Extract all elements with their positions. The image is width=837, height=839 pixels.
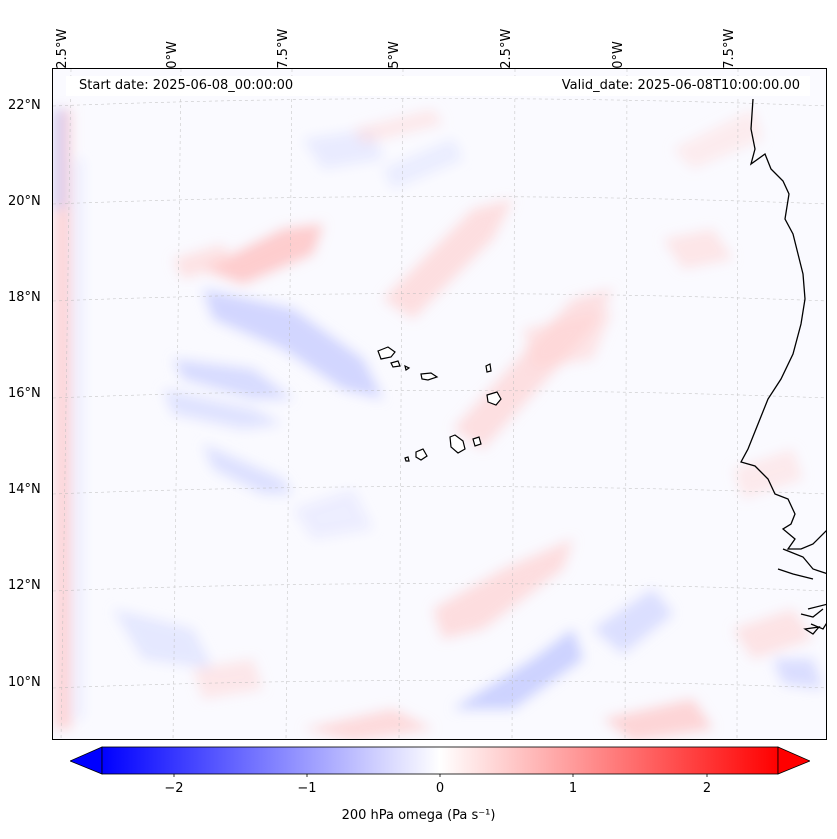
colorbar-tick-neg1: −1 — [297, 781, 317, 796]
colorbar-extend-low — [70, 746, 103, 775]
valid-date-label: Valid_date: 2025-06-08T10:00:00.00 — [561, 78, 800, 93]
map-gridlines — [53, 69, 826, 739]
colorbar-extend-high — [777, 746, 810, 775]
cape-verde-islands — [377, 346, 502, 462]
lat-label-10n: 10°N — [8, 675, 41, 690]
lat-label-20n: 20°N — [8, 194, 41, 209]
colorbar-tick-2: 2 — [702, 781, 712, 796]
lat-label-22n: 22°N — [8, 98, 41, 113]
colorbar-label: 200 hPa omega (Pa s⁻¹) — [341, 808, 496, 823]
coastline — [740, 98, 826, 635]
omega-shading — [53, 109, 823, 739]
colorbar-tick-1: 1 — [568, 781, 578, 796]
lat-label-18n: 18°N — [8, 290, 41, 305]
lat-label-16n: 16°N — [8, 386, 41, 401]
date-header-strip — [66, 76, 810, 96]
colorbar-body — [101, 746, 779, 775]
start-date-label: Start date: 2025-06-08_00:00:00 — [79, 78, 294, 93]
colorbar-tick-0: 0 — [435, 781, 445, 796]
colorbar-tick-neg2: −2 — [164, 781, 184, 796]
colorbar — [70, 746, 810, 777]
lat-label-14n: 14°N — [8, 482, 41, 497]
map-panel — [52, 68, 827, 740]
colorbar-tick-marks — [173, 774, 708, 777]
omega-field-map — [53, 69, 826, 739]
lat-label-12n: 12°N — [8, 578, 41, 593]
